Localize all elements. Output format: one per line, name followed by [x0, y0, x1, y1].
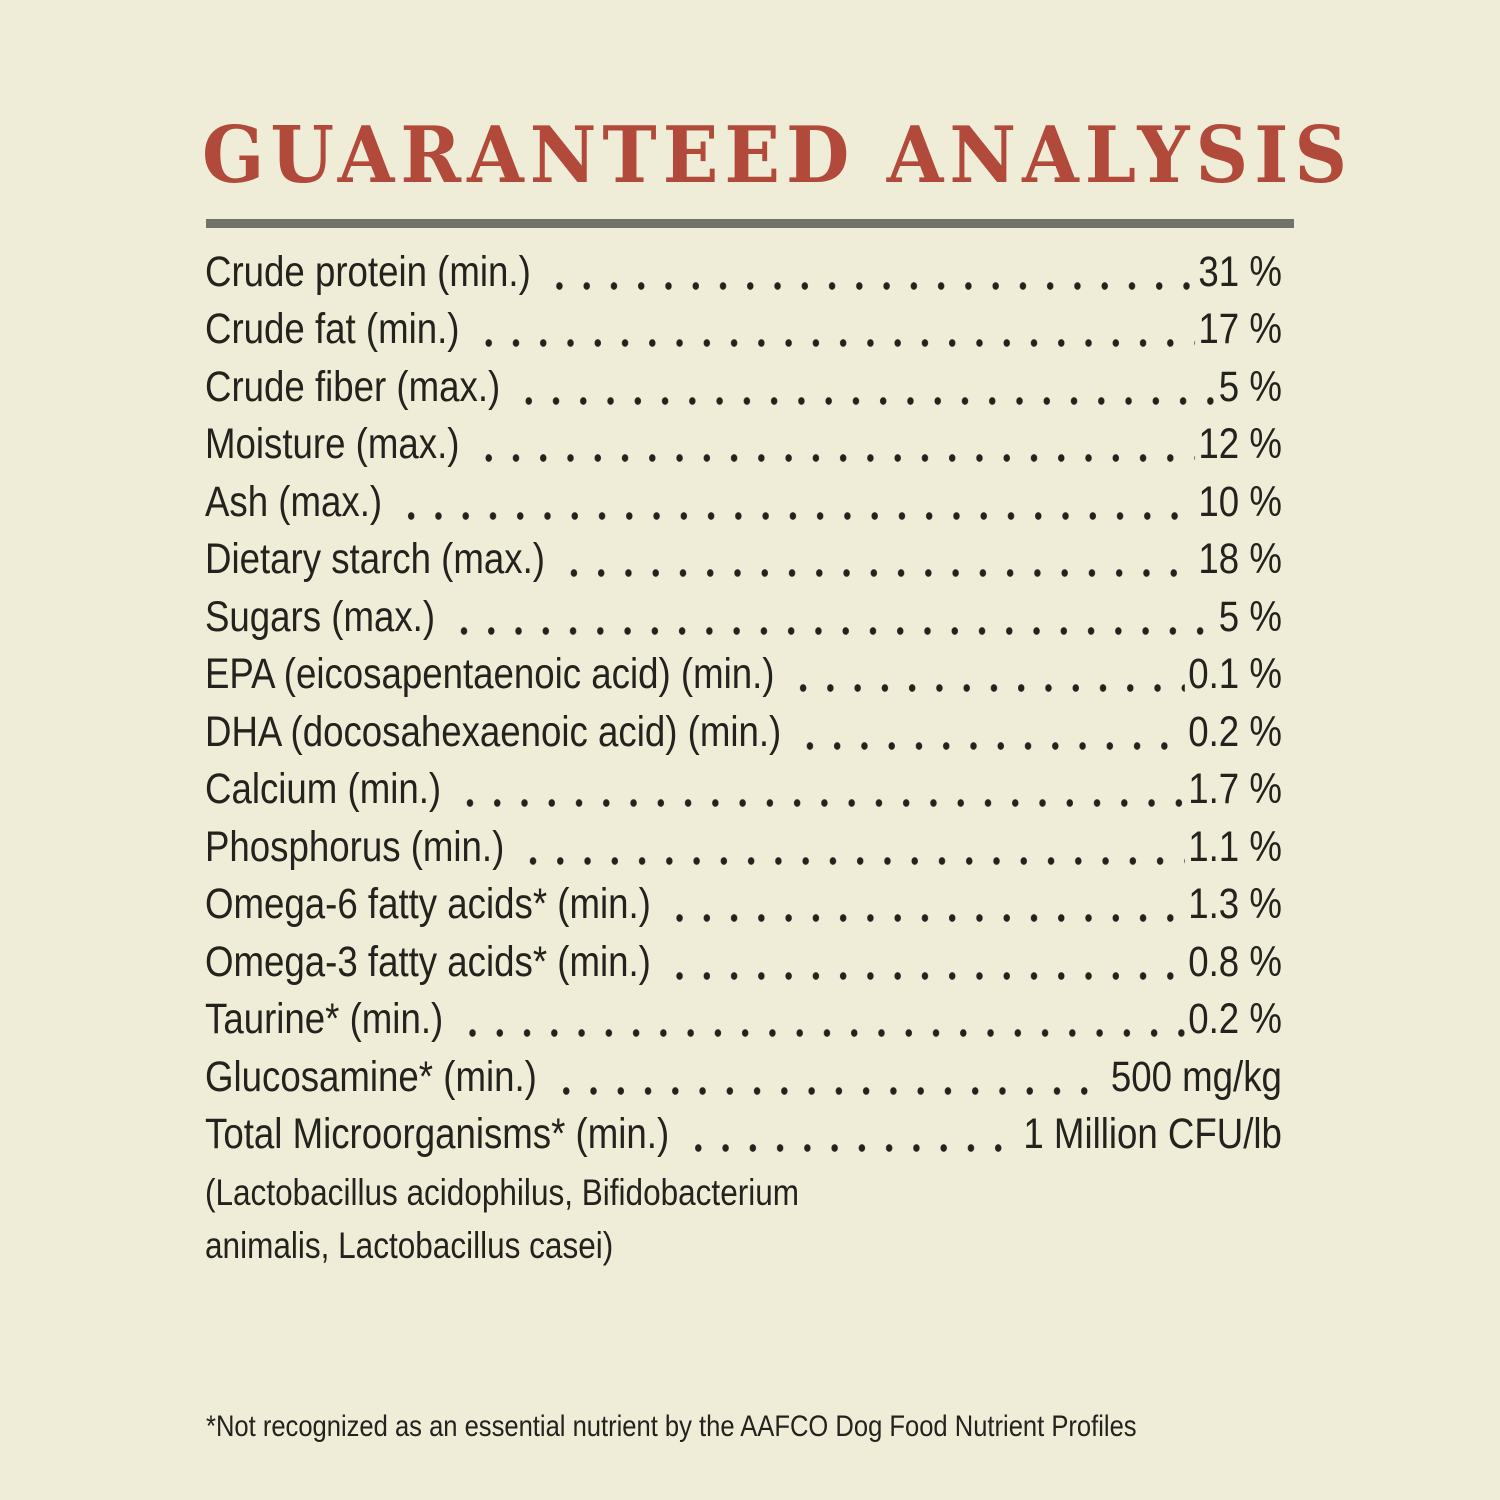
nutrient-value: 12 %: [1198, 420, 1282, 468]
nutrient-label: Omega-3 fatty acids* (min.): [205, 937, 651, 986]
nutrient-value: 17 %: [1198, 305, 1282, 353]
nutrient-value: 10 %: [1198, 477, 1282, 526]
analysis-row: Calcium (min.) 1.7 %: [205, 760, 1282, 818]
nutrient-label: Crude fiber (max.): [205, 362, 501, 411]
analysis-row: Moisture (max.) 12 %: [205, 415, 1282, 473]
analysis-row: DHA (docosahexaenoic acid) (min.) 0.2 %: [205, 703, 1282, 761]
nutrient-value: 18 %: [1198, 535, 1282, 583]
microorganisms-note-line-1: (Lactobacillus acidophilus, Bifidobacter…: [205, 1172, 800, 1213]
nutrient-value: 0.2 %: [1188, 707, 1282, 756]
dot-leader: [539, 243, 1196, 301]
analysis-row: Omega-6 fatty acids* (min.) 1.3 %: [205, 875, 1282, 933]
nutrient-value: 31 %: [1198, 247, 1282, 296]
analysis-row: Sugars (max.) 5 %: [205, 588, 1282, 646]
nutrient-label: Sugars (max.): [205, 592, 436, 641]
dot-leader: [789, 703, 1185, 761]
analysis-row: Crude fat (min.) 17 %: [205, 300, 1282, 358]
analysis-row: Omega-3 fatty acids* (min.) 0.8 %: [205, 933, 1282, 991]
dot-leader: [467, 415, 1196, 473]
analysis-row: EPA (eicosapentaenoic acid) (min.) 0.1 %: [205, 645, 1282, 703]
microorganisms-note: (Lactobacillus acidophilus, Bifidobacter…: [205, 1166, 1282, 1272]
nutrient-value: 500 mg/kg: [1110, 1052, 1282, 1101]
dot-leader: [451, 990, 1185, 1048]
dot-leader: [390, 473, 1196, 531]
nutrient-label: Crude fat (min.): [205, 305, 460, 353]
dot-leader: [783, 645, 1185, 703]
analysis-row: Taurine* (min.) 0.2 %: [205, 990, 1282, 1048]
analysis-row: Glucosamine* (min.) 500 mg/kg: [205, 1048, 1282, 1106]
nutrient-label: Phosphorus (min.): [205, 822, 505, 871]
title-divider: [206, 219, 1294, 228]
nutrient-label: Total Microorganisms* (min.): [205, 1110, 670, 1158]
dot-leader: [508, 358, 1216, 416]
dot-leader: [545, 1048, 1108, 1106]
nutrient-label: Taurine* (min.): [205, 995, 444, 1043]
nutrient-label: Dietary starch (max.): [205, 535, 545, 583]
dot-leader: [468, 300, 1196, 358]
nutrient-value: 0.2 %: [1188, 995, 1282, 1043]
analysis-row: Ash (max.) 10 %: [205, 473, 1282, 531]
nutrient-label: Moisture (max.): [205, 420, 460, 468]
dot-leader: [659, 933, 1185, 991]
page-title: GUARANTEED ANALYSIS: [202, 110, 1354, 202]
nutrient-value: 1.7 %: [1188, 765, 1282, 813]
dot-leader: [443, 588, 1216, 646]
nutrient-value: 5 %: [1218, 592, 1282, 641]
dot-leader: [677, 1105, 1020, 1163]
nutrient-label: Calcium (min.): [205, 765, 442, 813]
analysis-row: Dietary starch (max.) 18 %: [205, 530, 1282, 588]
dot-leader: [553, 530, 1196, 588]
nutrient-value: 0.1 %: [1188, 650, 1282, 698]
footnote: *Not recognized as an essential nutrient…: [206, 1410, 1137, 1443]
analysis-row: Crude fiber (max.) 5 %: [205, 358, 1282, 416]
nutrient-label: Crude protein (min.): [205, 247, 531, 296]
analysis-row: Crude protein (min.) 31 %: [205, 243, 1282, 301]
analysis-table: Crude protein (min.) 31 % Crude fat (min…: [205, 243, 1282, 1272]
nutrient-value: 5 %: [1218, 362, 1282, 411]
footnote-area: *Not recognized as an essential nutrient…: [206, 1410, 1228, 1444]
nutrient-label: Omega-6 fatty acids* (min.): [205, 880, 651, 928]
nutrient-label: DHA (docosahexaenoic acid) (min.): [205, 707, 782, 756]
nutrient-label: Glucosamine* (min.): [205, 1052, 537, 1101]
nutrient-value: 1 Million CFU/lb: [1023, 1110, 1282, 1158]
nutrient-value: 1.3 %: [1188, 880, 1282, 928]
analysis-row: Total Microorganisms* (min.) 1 Million C…: [205, 1105, 1282, 1163]
microorganisms-note-line-2: animalis, Lactobacillus casei): [205, 1225, 614, 1266]
analysis-row: Phosphorus (min.) 1.1 %: [205, 818, 1282, 876]
dot-leader: [449, 760, 1185, 818]
nutrient-label: EPA (eicosapentaenoic acid) (min.): [205, 650, 775, 698]
dot-leader: [512, 818, 1185, 876]
analysis-rows: Crude protein (min.) 31 % Crude fat (min…: [205, 243, 1282, 1163]
dot-leader: [659, 875, 1185, 933]
nutrient-value: 1.1 %: [1188, 822, 1282, 871]
nutrient-label: Ash (max.): [205, 477, 383, 526]
nutrient-value: 0.8 %: [1188, 937, 1282, 986]
